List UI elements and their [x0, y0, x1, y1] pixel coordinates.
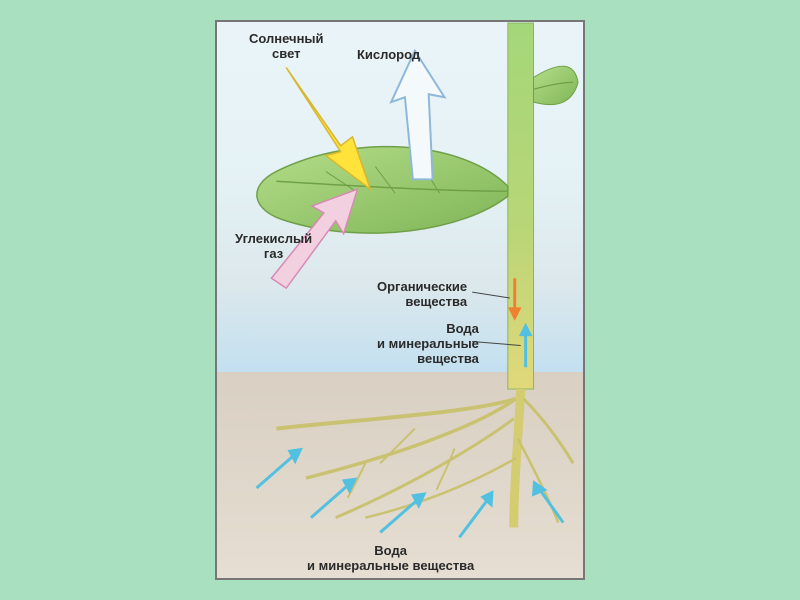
- roots: [276, 389, 573, 527]
- label-water-root: Вода и минеральные вещества: [307, 544, 474, 574]
- small-leaf: [534, 66, 579, 104]
- label-oxygen: Кислород: [357, 48, 420, 63]
- label-co2: Углекислый газ: [235, 232, 312, 262]
- label-sunlight: Солнечный свет: [249, 32, 324, 62]
- label-water-stem: Вода и минеральные вещества: [377, 322, 479, 367]
- big-leaf: [257, 147, 508, 234]
- diagram-frame: Солнечный свет Кислород Углекислый газ О…: [215, 20, 585, 580]
- label-organic: Органические вещества: [377, 280, 467, 310]
